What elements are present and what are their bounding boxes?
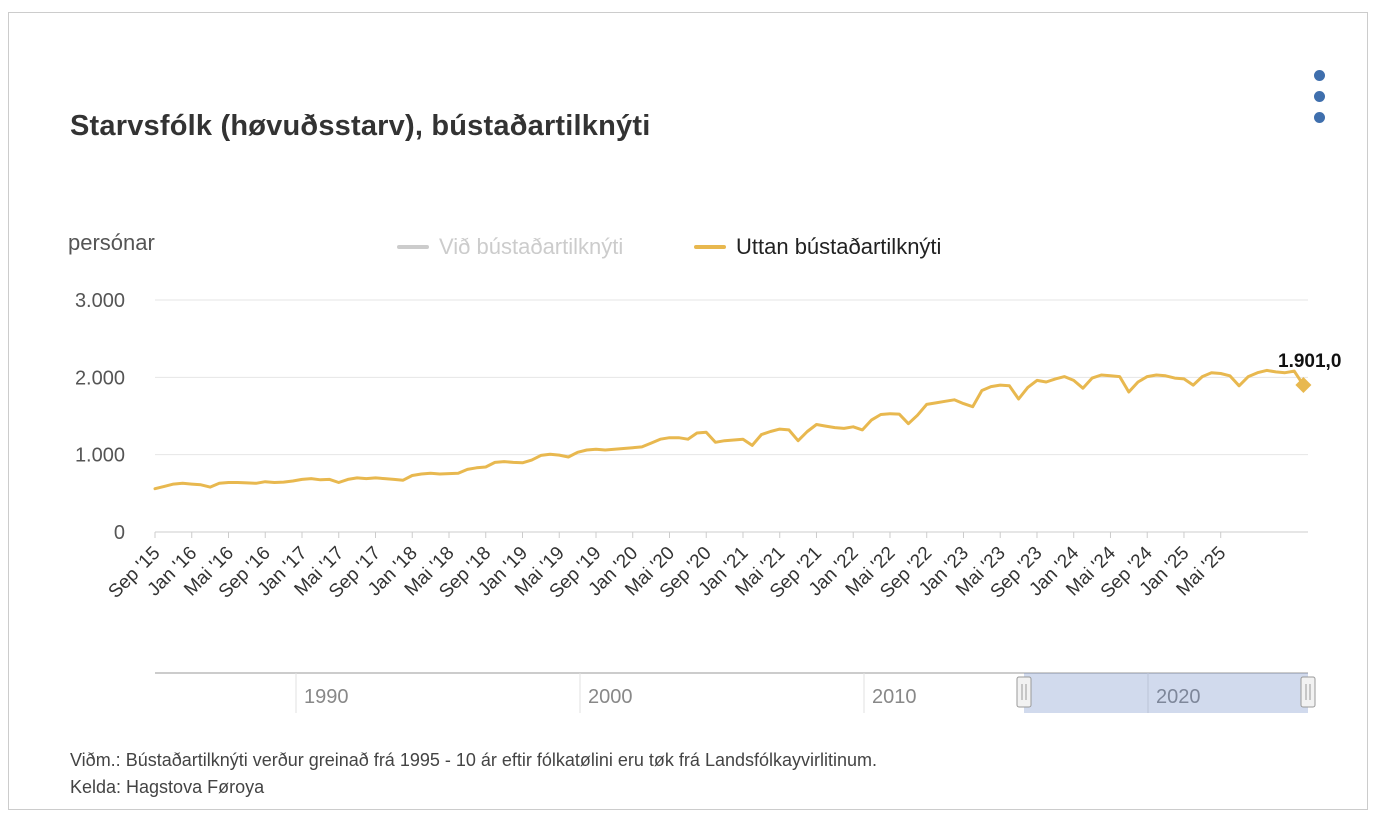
navigator-decade-label: 2010	[872, 686, 917, 708]
chart-title: Starvsfólk (høvuðsstarv), bústaðartilkný…	[70, 110, 651, 142]
legend-label: Við bústaðartilknýti	[439, 234, 624, 259]
menu-dot	[1314, 112, 1325, 123]
chart-note: Viðm.: Bústaðartilknýti verður greinað f…	[70, 750, 878, 770]
y-tick-label: 2.000	[75, 367, 125, 389]
navigator-handle-left[interactable]	[1016, 676, 1032, 708]
series-line-uttan	[153, 368, 1305, 491]
legend-item-vid[interactable]: Við bústaðartilknýti	[397, 232, 623, 262]
chart-source: Kelda: Hagstova Føroya	[70, 777, 265, 797]
legend-label: Uttan bústaðartilknýti	[736, 234, 942, 259]
last-value-label: 1.901,0	[1278, 351, 1341, 372]
navigator-decade-label: 2000	[588, 686, 633, 708]
legend-swatch	[694, 245, 726, 249]
menu-dot	[1314, 70, 1325, 81]
legend-item-uttan[interactable]: Uttan bústaðartilknýti	[694, 232, 941, 262]
navigator-decade-label: 2020	[1156, 686, 1201, 708]
y-tick-label: 0	[114, 522, 125, 544]
chart-container	[8, 12, 1368, 810]
menu-dot	[1314, 91, 1325, 102]
y-tick-label: 3.000	[75, 290, 125, 312]
navigator-selection[interactable]	[1024, 673, 1308, 713]
y-axis-unit: persónar	[68, 230, 155, 255]
navigator-decade-label: 1990	[304, 686, 349, 708]
y-tick-label: 1.000	[75, 445, 125, 467]
legend-swatch	[397, 245, 429, 249]
last-point-marker	[1295, 376, 1312, 393]
kebab-menu-icon[interactable]	[1304, 66, 1336, 128]
navigator-handle-right[interactable]	[1300, 676, 1316, 708]
